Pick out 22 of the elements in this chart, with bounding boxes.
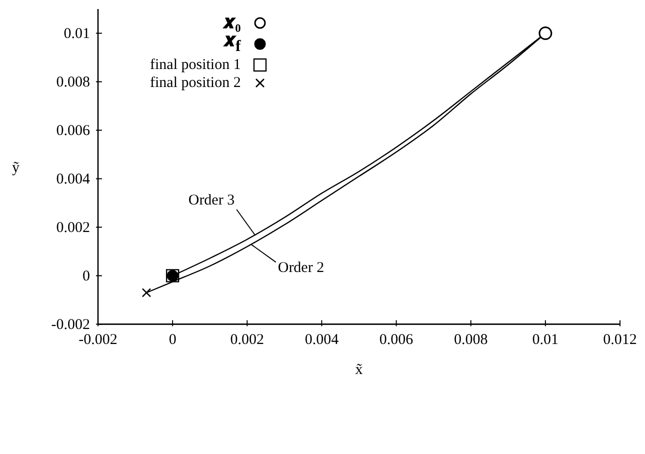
- y-tick-label: 0.008: [56, 74, 90, 91]
- x-tick-label: 0.01: [532, 332, 559, 348]
- x-tick-label: 0.004: [304, 332, 340, 348]
- annotation: Order 2: [278, 260, 324, 276]
- y-axis-title: ỹ: [12, 160, 20, 176]
- x-tick-label: 0.012: [603, 332, 637, 348]
- y-tick-label: 0.002: [56, 220, 90, 236]
- x-tick-label: 0.008: [454, 332, 488, 348]
- x-tick-label: 0.002: [230, 332, 264, 348]
- y-tick-label: 0.006: [56, 123, 90, 140]
- x-tick-label: -0.002: [78, 332, 118, 348]
- x-axis-title: x̃: [355, 362, 364, 378]
- y-tick-label: -0.002: [51, 317, 90, 334]
- x-tick-label: 0.006: [379, 332, 414, 348]
- legend-label: final position 1: [150, 56, 241, 74]
- legend-label: final position 2: [150, 74, 241, 92]
- y-tick-label: 0.01: [64, 26, 90, 42]
- annotation: Order 3: [188, 192, 235, 208]
- legend-label: 𝒙₀: [223, 12, 241, 33]
- y-tick-label: 0: [82, 268, 90, 285]
- y-tick-label: 0.004: [56, 172, 90, 188]
- x-tick-label: 0: [168, 332, 176, 348]
